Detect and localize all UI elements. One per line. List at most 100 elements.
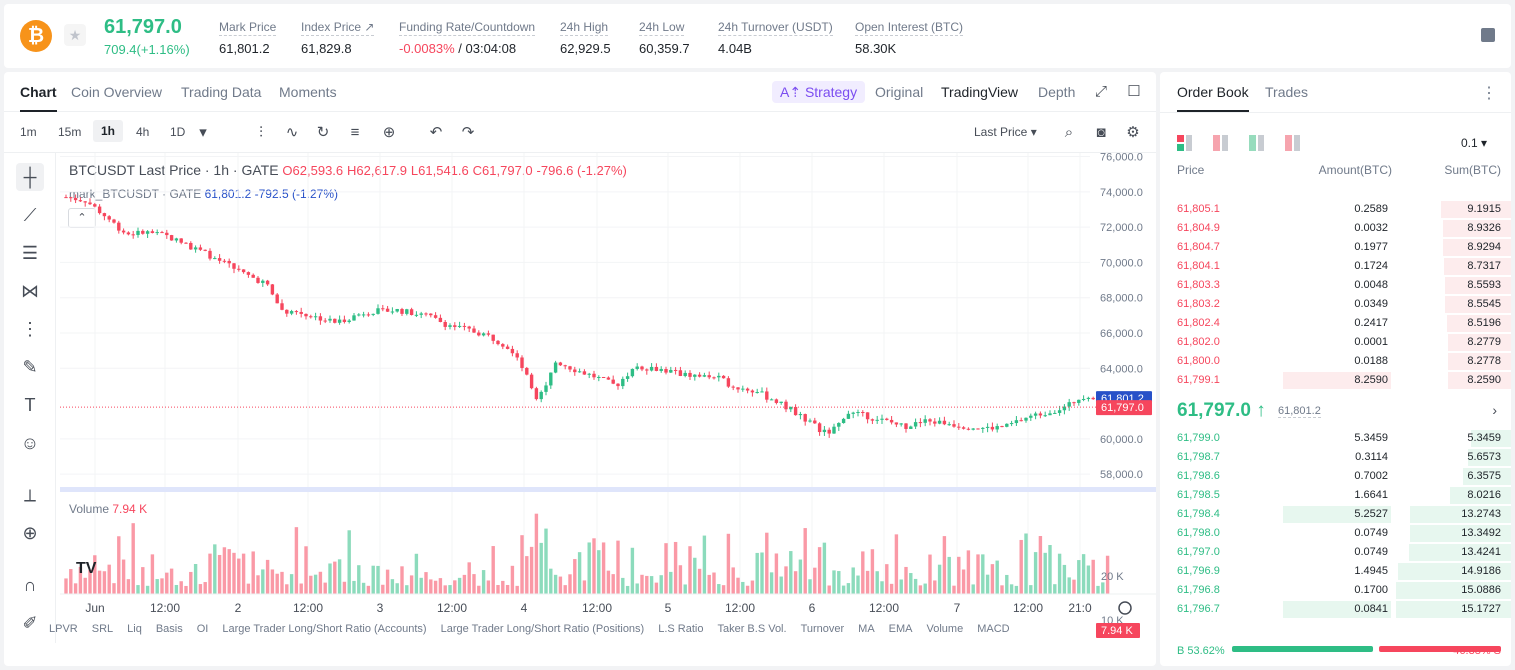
candle-type-icon[interactable]: ⫶	[259, 124, 263, 141]
interval-15m[interactable]: 15m	[58, 125, 82, 139]
ruler-icon[interactable]: ⟂	[23, 485, 36, 505]
candle-body	[179, 238, 183, 243]
add-indicator-icon[interactable]: ⊕	[382, 124, 396, 141]
order-row[interactable]: 61,803.2 0.0349 8.5545	[1160, 295, 1511, 314]
crosshair-icon[interactable]: ┼	[16, 163, 44, 191]
tab-chart[interactable]: Chart	[20, 84, 57, 112]
tab-coin-overview[interactable]: Coin Overview	[71, 84, 163, 100]
indicator-0[interactable]: LPVR	[49, 623, 78, 635]
brush-icon[interactable]: ✎	[22, 357, 38, 377]
candle-body	[486, 333, 491, 335]
interval-dropdown-icon[interactable]: ▾	[199, 124, 207, 141]
tab-trading-data[interactable]: Trading Data	[181, 84, 262, 100]
indicator-11[interactable]: EMA	[888, 623, 913, 635]
order-row[interactable]: 61,800.0 0.0188 8.2778	[1160, 352, 1511, 371]
interval-4h[interactable]: 4h	[136, 125, 150, 139]
zoom-in-icon[interactable]: ⊕	[22, 523, 38, 543]
magnet-icon[interactable]: ∩	[23, 575, 37, 595]
order-row[interactable]: 61,802.4 0.2417 8.5196	[1160, 314, 1511, 333]
volume-bar	[241, 553, 246, 594]
order-sum: 8.9326	[1467, 222, 1501, 234]
order-row[interactable]: 61,803.3 0.0048 8.5593	[1160, 276, 1511, 295]
price-chart[interactable]: 76,000.0 74,000.0 72,000.0 70,000.0 68,000.0…	[4, 153, 1156, 666]
order-row[interactable]: 61,799.1 8.2590 8.2590	[1160, 371, 1511, 390]
view-depth[interactable]: Depth	[1038, 84, 1076, 100]
settings-gear-icon[interactable]: ⚙	[1126, 124, 1140, 141]
indicator-5[interactable]: Large Trader Long/Short Ratio (Accounts)	[222, 623, 427, 635]
volume-bar	[510, 565, 515, 594]
redo-icon[interactable]: ↷	[461, 124, 475, 141]
order-row[interactable]: 61,804.9 0.0032 8.9326	[1160, 219, 1511, 238]
tab-trades[interactable]: Trades	[1265, 84, 1309, 100]
view-original[interactable]: Original	[875, 84, 924, 100]
volume-bar	[592, 538, 596, 594]
templates-icon[interactable]: ≡	[350, 124, 360, 141]
candle-body	[736, 387, 740, 390]
indicator-1[interactable]: SRL	[91, 623, 114, 635]
order-row[interactable]: 61,799.0 5.3459 5.3459	[1160, 429, 1511, 448]
order-row[interactable]: 61,804.1 0.1724 8.7317	[1160, 257, 1511, 276]
indicator-7[interactable]: L.S Ratio	[658, 623, 704, 635]
indicator-2[interactable]: Liq	[127, 623, 142, 635]
indicator-4[interactable]: OI	[196, 623, 209, 635]
parallel-lines-icon[interactable]: ☰	[21, 243, 39, 263]
tab-moments[interactable]: Moments	[279, 84, 337, 100]
window-icon[interactable]: ☐	[1127, 83, 1141, 100]
order-row[interactable]: 61,805.1 0.2589 9.1915	[1160, 200, 1511, 219]
order-row[interactable]: 61,798.6 0.7002 6.3575	[1160, 467, 1511, 486]
price-type-select[interactable]: Last Price ▾	[974, 125, 1037, 139]
candle-body	[121, 230, 126, 233]
emoji-icon[interactable]: ☺	[20, 433, 40, 453]
guide-book-icon[interactable]	[1481, 28, 1495, 42]
order-row[interactable]: 61,804.7 0.1977 8.9294	[1160, 238, 1511, 257]
expand-icon[interactable]: ⤢	[1094, 83, 1107, 100]
indicator-13[interactable]: MACD	[977, 623, 1010, 635]
indicator-10[interactable]: MA	[858, 623, 875, 635]
order-sum: 8.2779	[1467, 336, 1501, 348]
order-row[interactable]: 61,798.4 5.2527 13.2743	[1160, 505, 1511, 524]
pattern-icon[interactable]: ⋈	[21, 281, 39, 301]
view-tradingview[interactable]: TradingView	[941, 84, 1019, 100]
order-row[interactable]: 61,802.0 0.0001 8.2779	[1160, 333, 1511, 352]
order-row[interactable]: 61,798.5 1.6641 8.0216	[1160, 486, 1511, 505]
indicator-3[interactable]: Basis	[155, 623, 183, 635]
chevron-right-icon[interactable]: ›	[1492, 402, 1497, 418]
interval-1h[interactable]: 1h	[93, 120, 124, 142]
undo-icon[interactable]: ↶	[429, 124, 443, 141]
interval-1m[interactable]: 1m	[20, 125, 37, 139]
indicator-12[interactable]: Volume	[926, 623, 964, 635]
amount-bar	[1283, 372, 1391, 389]
pencil-lock-icon[interactable]: ✐	[22, 613, 38, 633]
precision-select[interactable]: 0.1 ▾	[1460, 136, 1487, 150]
text-tool-icon[interactable]: T	[24, 395, 36, 415]
order-row[interactable]: 61,796.8 0.1700 15.0886	[1160, 581, 1511, 600]
stat-index-price[interactable]: Index Price ↗ 61,829.8	[301, 20, 375, 56]
order-row[interactable]: 61,798.0 0.0749 13.3492	[1160, 524, 1511, 543]
order-row[interactable]: 61,797.0 0.0749 13.4241	[1160, 543, 1511, 562]
candle-body	[923, 419, 927, 423]
strategy-button[interactable]: A⇡ Strategy	[772, 81, 866, 103]
order-row[interactable]: 61,796.7 0.0841 15.1727	[1160, 600, 1511, 619]
camera-icon[interactable]: ◙	[1096, 124, 1106, 141]
order-row[interactable]: 61,798.7 0.3114 5.6573	[1160, 448, 1511, 467]
order-row[interactable]: 61,796.9 1.4945 14.9186	[1160, 562, 1511, 581]
book-view-toggles[interactable]	[1177, 135, 1317, 151]
volume-bar	[822, 542, 827, 594]
favorite-star-icon[interactable]: ★	[64, 24, 86, 46]
fib-icon[interactable]: ⋮	[21, 319, 39, 339]
candle-body	[1014, 420, 1019, 424]
trend-line-icon[interactable]: ⟋	[23, 205, 37, 225]
indicator-9[interactable]: Turnover	[800, 623, 845, 635]
volume-bar	[798, 559, 803, 594]
tab-order-book[interactable]: Order Book	[1177, 84, 1249, 112]
search-icon[interactable]: ⌕	[1064, 124, 1074, 141]
last-price: 61,797.0	[104, 16, 182, 38]
order-amount: 0.0032	[1354, 222, 1388, 234]
interval-1d[interactable]: 1D	[170, 125, 186, 139]
candle-body	[577, 371, 582, 373]
indicator-8[interactable]: Taker B.S Vol.	[717, 623, 787, 635]
indicator-6[interactable]: Large Trader Long/Short Ratio (Positions…	[440, 623, 645, 635]
indicators-icon[interactable]: ∿	[285, 124, 299, 141]
more-options-icon[interactable]: ⋮	[1481, 85, 1497, 102]
replay-icon[interactable]: ↻	[316, 124, 330, 141]
